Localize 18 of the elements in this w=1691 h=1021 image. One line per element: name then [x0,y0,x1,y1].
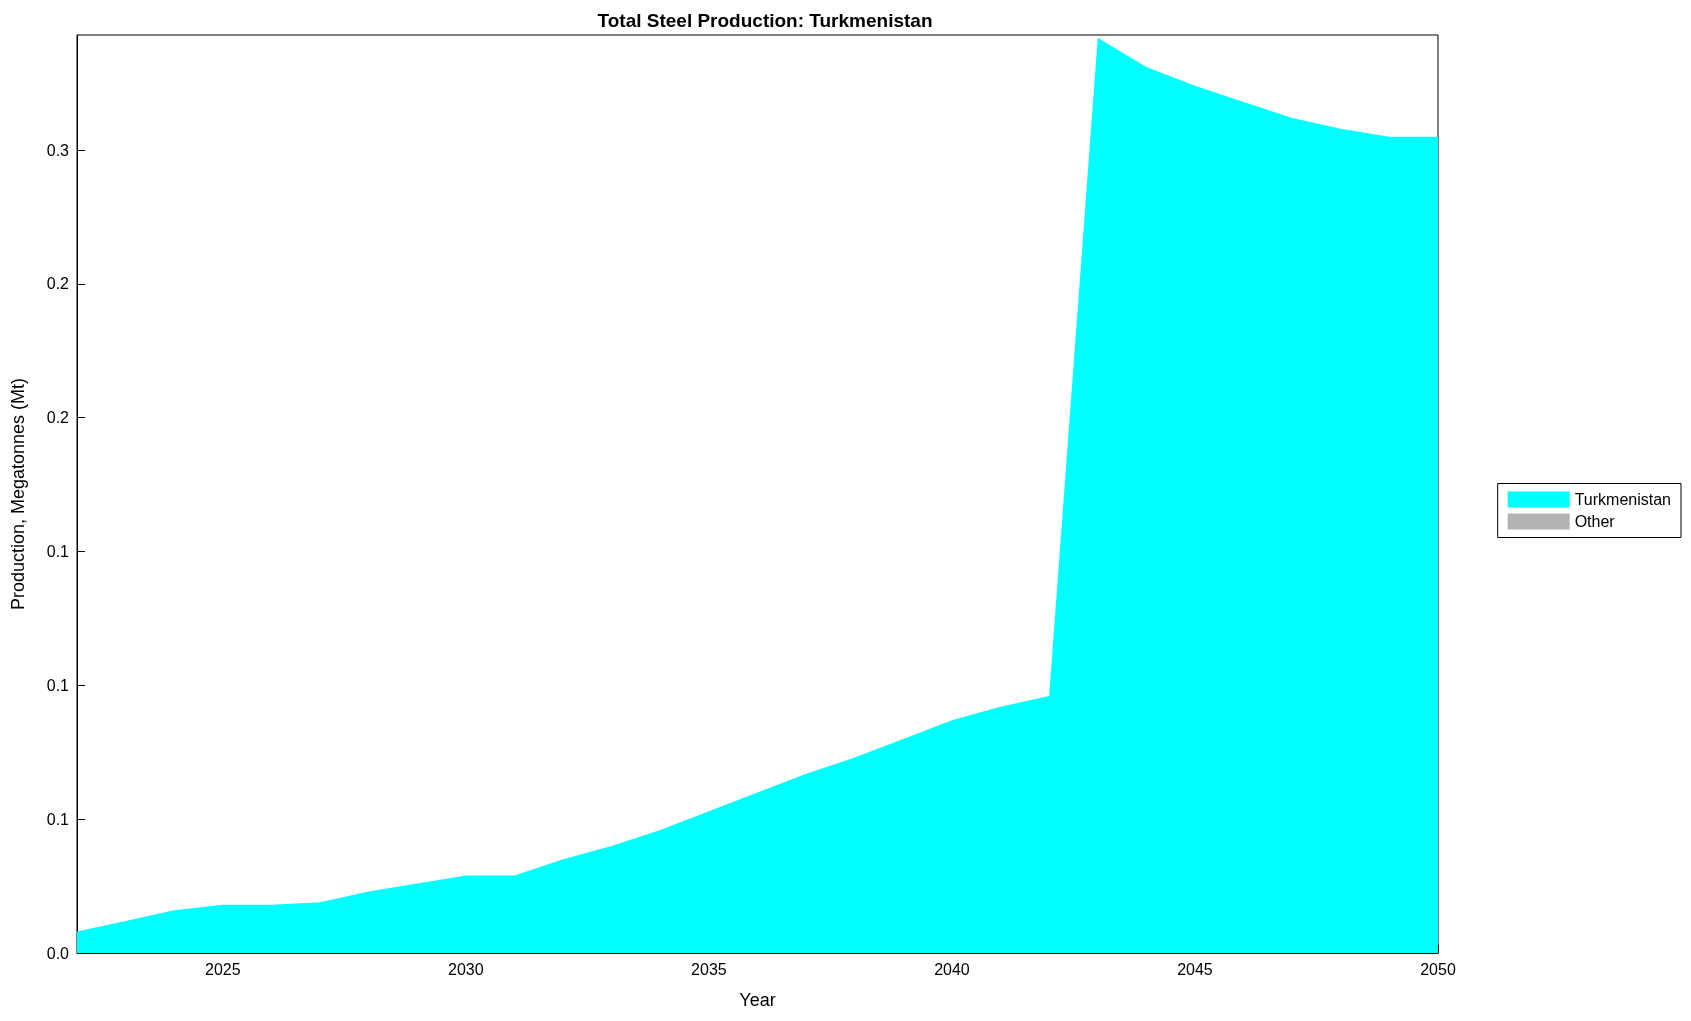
y-tick-label: 0.1 [46,810,70,828]
y-axis-title: Production, Megatonnes (Mt) [8,377,28,611]
legend-label: Turkmenistan [1574,491,1671,508]
legend-label: Other [1574,513,1616,530]
x-tick-label: 2025 [205,960,241,978]
x-tick-label: 2035 [691,960,727,978]
x-tick-label: 2050 [1420,960,1456,978]
y-tick-label: 0.3 [46,141,70,159]
x-tick-label: 2040 [934,960,970,978]
chart-title: Total Steel Production: Turkmenistan [597,10,933,31]
y-tick-label: 0.0 [46,944,70,962]
y-tick-label: 0.2 [46,275,70,293]
x-tick-label: 2030 [448,960,484,978]
y-tick-label: 0.1 [46,676,70,694]
y-tick-label: 0.1 [46,543,70,561]
x-axis-title: Year [739,990,776,1010]
y-tick-label: 0.2 [46,409,70,427]
x-tick-label: 2045 [1177,960,1213,978]
